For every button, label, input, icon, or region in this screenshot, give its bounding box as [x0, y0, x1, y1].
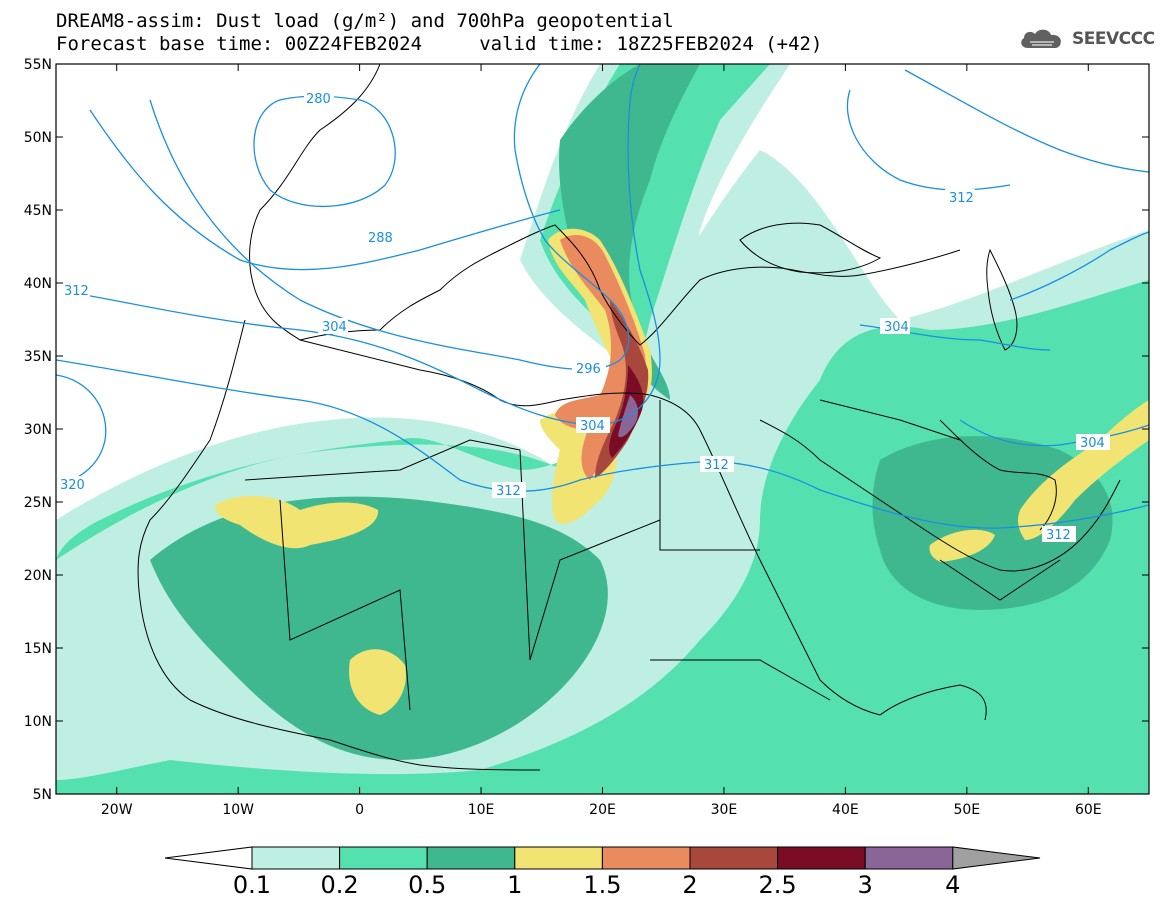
- contour-label: 304: [884, 320, 909, 335]
- lat-tick-label: 15N: [24, 641, 52, 657]
- contour-312-nw: [904, 69, 1149, 173]
- contour-label: 288: [368, 231, 393, 246]
- lon-tick-label: 10E: [468, 802, 495, 818]
- contour-296: [149, 64, 630, 371]
- lon-tick-label: 20E: [589, 802, 616, 818]
- lat-tick-label: 20N: [24, 568, 52, 584]
- coast-europe: [249, 64, 961, 346]
- contour-304-east-b: [959, 419, 1149, 447]
- contour-label: 304: [322, 320, 347, 335]
- contour-280: [253, 95, 396, 207]
- border-4: [659, 400, 760, 551]
- seevccc-logo: SEEVCCC: [1018, 26, 1155, 52]
- cloud-icon: [1021, 29, 1061, 48]
- lat-tick-label: 50N: [24, 130, 52, 146]
- lat-tick-label: 10N: [24, 714, 52, 730]
- coast-caspian: [986, 248, 1018, 351]
- longitude-axis: 20W 10W 0 10E 20E 30E 40E 50E 60E: [101, 64, 1102, 818]
- colorbar-label: 0.1: [233, 871, 271, 899]
- lat-tick-label: 45N: [24, 203, 52, 219]
- lat-tick-label: 35N: [24, 349, 52, 365]
- coastlines: [137, 64, 1121, 771]
- dust-field-dark-balkans: [559, 64, 700, 400]
- contour-312-east: [1009, 231, 1149, 301]
- contour-label: 320: [60, 478, 85, 493]
- border-3: [519, 449, 661, 661]
- map-subtitle: Forecast base time: 00Z24FEB2024 valid t…: [56, 33, 823, 55]
- coast-north-africa: [299, 339, 701, 431]
- colorbar-segment: [689, 846, 779, 870]
- colorbar-segment: [426, 846, 516, 870]
- border-2: [279, 499, 411, 711]
- lon-tick-label: 10W: [222, 802, 254, 818]
- coast-africa: [137, 319, 541, 771]
- colorbar-segment: [601, 846, 691, 870]
- colorbar-label: 2: [682, 871, 697, 899]
- lon-tick-label: 30E: [711, 802, 738, 818]
- colorbar-label: 3: [858, 871, 873, 899]
- contour-label: 304: [1080, 436, 1105, 451]
- contour-label: 304: [580, 419, 605, 434]
- dust-field-brown: [595, 300, 649, 478]
- contour-312-b: [846, 89, 1011, 191]
- dust-field-yellow-west: [215, 495, 379, 549]
- colorbar-segment: [251, 846, 341, 870]
- lon-tick-label: 0: [355, 802, 364, 818]
- lat-tick-label: 55N: [24, 57, 52, 73]
- coast-gulf: [939, 419, 1057, 531]
- border-6: [819, 399, 961, 441]
- colorbar-label: 1.5: [583, 871, 621, 899]
- lat-tick-label: 30N: [24, 422, 52, 438]
- lat-tick-label: 40N: [24, 276, 52, 292]
- contour-label: 312: [1046, 528, 1071, 543]
- colorbar-high-arrow: [952, 846, 1041, 870]
- coast-red-sea: [699, 429, 881, 716]
- colorbar-segment: [864, 846, 954, 870]
- contour-label: 312: [496, 484, 521, 499]
- dust-field-dark-sahara: [150, 496, 608, 760]
- colorbar-segment: [339, 846, 428, 870]
- colorbar-label: 2.5: [759, 871, 797, 899]
- colorbar-label: 4: [945, 871, 960, 899]
- contour-label: 312: [704, 458, 729, 473]
- dust-field-yellow-chad: [349, 649, 406, 715]
- contour-288-a: [89, 109, 561, 271]
- lat-tick-label: 5N: [33, 787, 52, 803]
- contour-labels: 280 288 296 304 304 304 312 312 312 312 …: [56, 90, 1110, 543]
- border-7: [939, 559, 1061, 601]
- coast-east-africa: [879, 684, 987, 721]
- lon-tick-label: 40E: [832, 802, 859, 818]
- lon-tick-label: 60E: [1075, 802, 1102, 818]
- contour-label: 280: [306, 92, 331, 107]
- border-5: [650, 659, 831, 701]
- coast-black-sea: [739, 222, 882, 274]
- lat-tick-label: 25N: [24, 495, 52, 511]
- coast-arabia: [759, 419, 1121, 572]
- colorbar: 0.1 0.2 0.5 1 1.5 2 2.5 3 4: [164, 846, 1041, 899]
- border-1: [244, 439, 521, 481]
- latitude-axis: 55N 50N 45N 40N 35N 30N 25N 20N 15N 10N 5N: [24, 57, 1149, 803]
- contour-312-a: [56, 359, 1149, 529]
- lon-tick-label: 20W: [101, 802, 133, 818]
- colorbar-label: 1: [507, 871, 522, 899]
- contour-label: 296: [576, 362, 601, 377]
- contour-label: 312: [64, 284, 89, 299]
- colorbar-segment: [777, 846, 866, 870]
- colorbar-segment: [514, 846, 603, 870]
- contour-label: 312: [949, 191, 974, 206]
- dust-field-yellow-arabia: [929, 529, 995, 562]
- lon-tick-label: 50E: [953, 802, 980, 818]
- logo-text: SEEVCCC: [1072, 29, 1155, 49]
- map-title: DREAM8-assim: Dust load (g/m²) and 700hP…: [56, 10, 674, 32]
- colorbar-label: 0.2: [321, 871, 359, 899]
- colorbar-label: 0.5: [408, 871, 446, 899]
- colorbar-low-arrow: [164, 846, 253, 870]
- dust-fields: [56, 64, 1149, 794]
